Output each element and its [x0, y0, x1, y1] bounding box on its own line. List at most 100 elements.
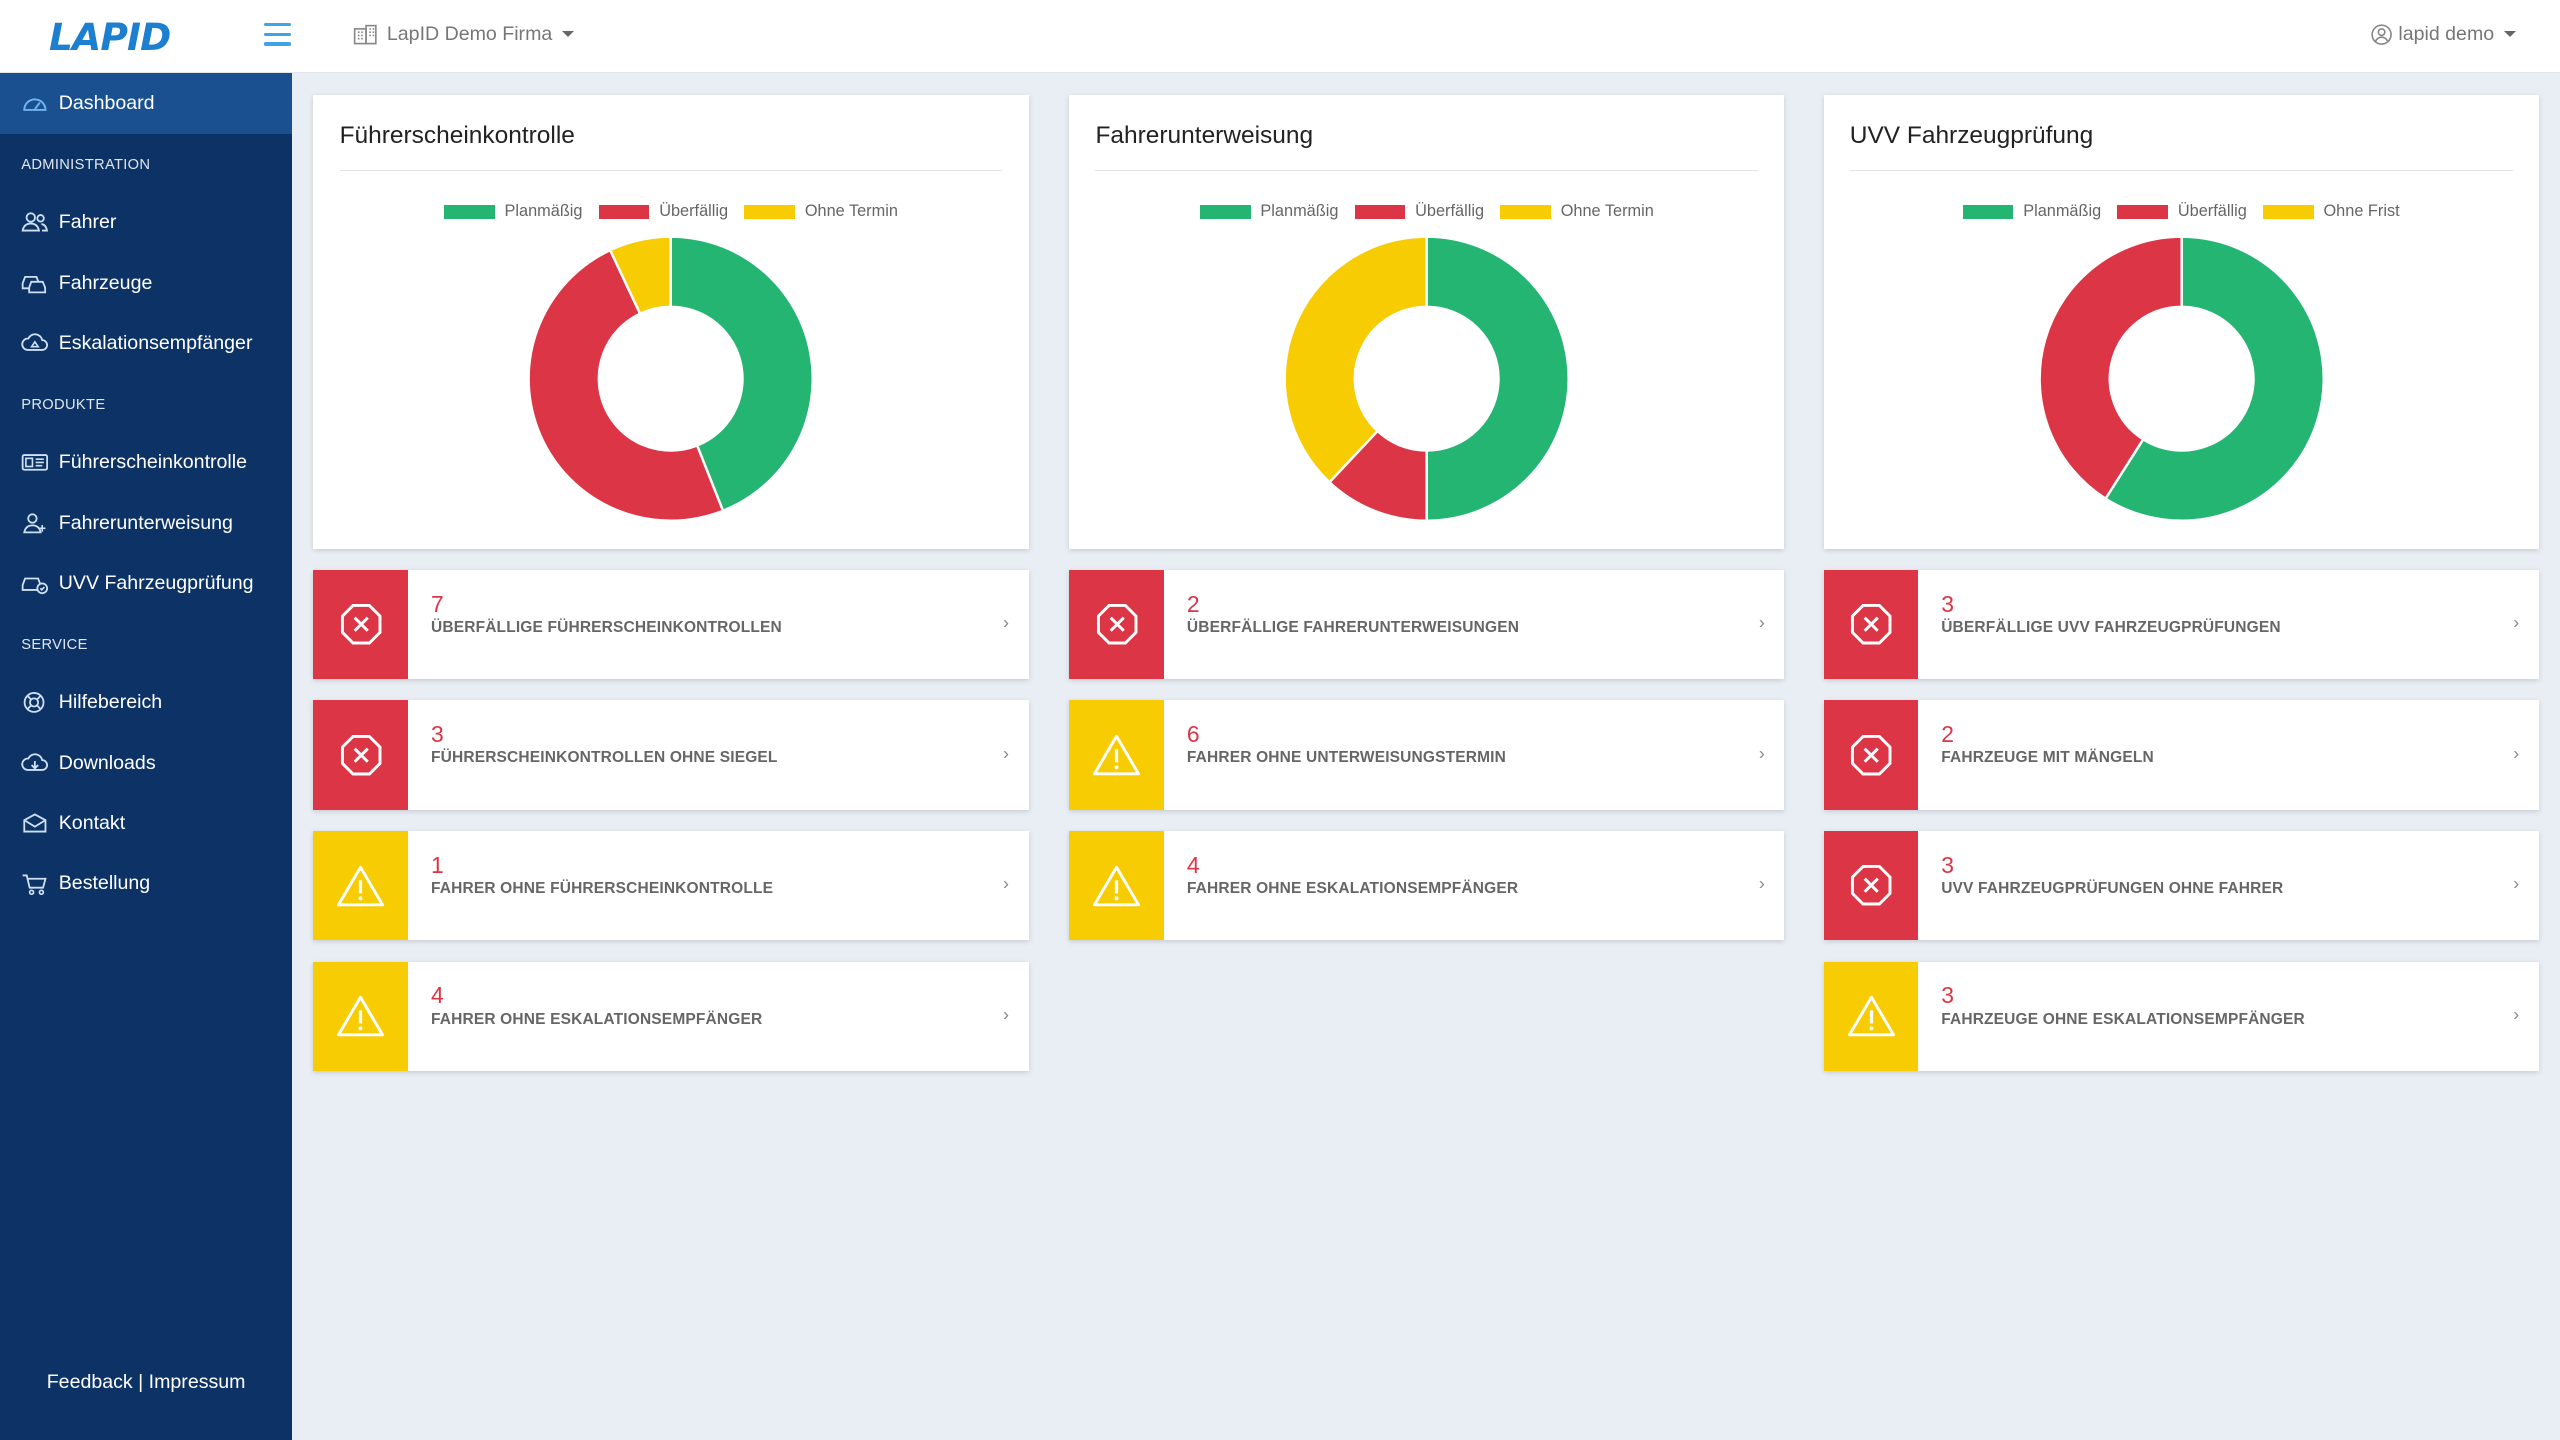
chart-title: Fahrerunterweisung	[1095, 122, 1314, 150]
feedback-link[interactable]: Feedback	[46, 1371, 133, 1394]
nav-label: Eskalationsempfänger	[58, 332, 253, 355]
chart-card: Fahrerunterweisung Planmäßig Überfällig Oh…	[1069, 94, 1785, 549]
column-uvv: UVV Fahrzeugprüfung Planmäßig Überfällig O…	[1823, 94, 2539, 1071]
warning-triangle-icon	[1093, 734, 1141, 776]
donut-slice-ohne-termin[interactable]	[1283, 235, 1429, 485]
stat-label: ÜBERFÄLLIGE FAHRERUNTERWEISUNGEN	[1186, 618, 1520, 636]
nav-dashboard[interactable]: Dashboard	[0, 73, 293, 134]
nav-uvv[interactable]: UVV Fahrzeugprüfung	[0, 553, 292, 613]
user-menu[interactable]: lapid demo	[2370, 22, 2516, 46]
caret-down-icon	[2503, 31, 2516, 37]
nav-bestellung[interactable]: Bestellung	[0, 854, 292, 914]
legend-item[interactable]: Überfällig	[2117, 202, 2247, 221]
lapid-logo[interactable]: LAPID	[48, 14, 171, 59]
stat-body: 7 ÜBERFÄLLIGE FÜHRERSCHEINKONTROLLEN	[408, 570, 782, 679]
building-icon	[353, 24, 377, 45]
stat-card[interactable]: 2 FAHRZEUGE MIT MÄNGELN ›	[1823, 700, 2539, 810]
legend-item[interactable]: Planmäßig	[1962, 202, 2101, 221]
footer-separator: |	[132, 1371, 149, 1394]
nav-label: Fahrzeuge	[58, 271, 153, 294]
nav-fahrer[interactable]: Fahrer	[0, 193, 292, 253]
stat-body: 2 FAHRZEUGE MIT MÄNGELN	[1918, 700, 2154, 809]
stat-label: FAHRER OHNE FÜHRERSCHEINKONTROLLE	[431, 879, 774, 897]
section-produkte: PRODUKTE	[21, 396, 106, 413]
stat-card[interactable]: 4 FAHRER OHNE ESKALATIONSEMPFÄNGER ›	[1069, 830, 1785, 941]
chart-card: Führerscheinkontrolle Planmäßig Überfälli…	[313, 94, 1029, 549]
car-check-icon	[21, 577, 49, 595]
stat-count: 4	[1186, 851, 1200, 878]
donut-slice-überfällig[interactable]	[527, 248, 725, 522]
nav-hilfebereich[interactable]: Hilfebereich	[0, 673, 292, 733]
driver-training-icon	[23, 513, 46, 534]
legend-label: Überfällig	[659, 202, 729, 221]
nav-fahrerunterweisung[interactable]: Fahrerunterweisung	[0, 493, 292, 553]
menu-toggle-icon[interactable]	[264, 22, 291, 46]
chart-legend: Planmäßig Überfällig Ohne Termin	[313, 202, 1028, 221]
dashboard-icon	[23, 98, 47, 112]
donut-slice-planmäßig[interactable]	[2103, 235, 2325, 523]
section-administration: ADMINISTRATION	[21, 156, 151, 173]
warning-triangle-icon	[1847, 996, 1895, 1037]
users-icon	[21, 212, 49, 232]
donut-chart	[2038, 235, 2325, 523]
stat-count: 6	[1186, 721, 1200, 748]
error-octagon-icon	[340, 734, 382, 776]
legend-item[interactable]: Überfällig	[1354, 202, 1484, 221]
stat-card[interactable]: 3 UVV FAHRZEUGPRÜFUNGEN OHNE FAHRER ›	[1823, 830, 2539, 941]
donut-slice-überfällig[interactable]	[2038, 235, 2183, 501]
user-name: lapid demo	[2398, 22, 2495, 45]
stat-label: UVV FAHRZEUGPRÜFUNGEN OHNE FAHRER	[1941, 879, 2284, 897]
legend-item[interactable]: Ohne Termin	[744, 202, 898, 221]
stat-count: 1	[431, 851, 444, 878]
stat-card[interactable]: 1 FAHRER OHNE FÜHRERSCHEINKONTROLLE ›	[313, 830, 1029, 941]
legend-item[interactable]: Planmäßig	[444, 202, 583, 221]
stat-count: 7	[431, 590, 444, 617]
stat-label: ÜBERFÄLLIGE UVV FAHRZEUGPRÜFUNGEN	[1941, 618, 2281, 636]
donut-slice-planmäßig[interactable]	[669, 235, 815, 513]
warning-triangle-icon	[337, 996, 385, 1037]
stat-body: 3 ÜBERFÄLLIGE UVV FAHRZEUGPRÜFUNGEN	[1918, 570, 2280, 679]
legend-item[interactable]: Ohne Frist	[2263, 202, 2400, 221]
stat-body: 4 FAHRER OHNE ESKALATIONSEMPFÄNGER	[1164, 831, 1518, 940]
nav-kontakt[interactable]: Kontakt	[0, 793, 292, 853]
stat-label: FÜHRERSCHEINKONTROLLEN OHNE SIEGEL	[431, 749, 778, 767]
divider	[1095, 169, 1759, 171]
nav-fahrzeuge[interactable]: Fahrzeuge	[0, 253, 292, 313]
stat-card[interactable]: 7 ÜBERFÄLLIGE FÜHRERSCHEINKONTROLLEN ›	[313, 569, 1029, 680]
section-service: SERVICE	[21, 636, 88, 653]
nav-label: Kontakt	[58, 812, 126, 835]
stat-label: ÜBERFÄLLIGE FÜHRERSCHEINKONTROLLEN	[431, 618, 782, 636]
id-card-icon	[21, 454, 49, 472]
donut-slice-ohne-termin[interactable]	[608, 235, 673, 316]
impressum-link[interactable]: Impressum	[148, 1371, 246, 1394]
legend-item[interactable]: Ohne Termin	[1500, 202, 1654, 221]
nav-fuehrerscheinkontrolle[interactable]: Führerscheinkontrolle	[0, 433, 292, 493]
stat-card[interactable]: 2 ÜBERFÄLLIGE FAHRERUNTERWEISUNGEN ›	[1069, 569, 1785, 680]
column-fuehrerscheinkontrolle: Führerscheinkontrolle Planmäßig Überfälli…	[313, 94, 1029, 1071]
escalation-icon	[21, 333, 49, 352]
legend-item[interactable]: Überfällig	[598, 202, 729, 221]
legend-swatch	[1200, 204, 1251, 220]
legend-item[interactable]: Planmäßig	[1200, 202, 1338, 221]
stat-card[interactable]: 3 ÜBERFÄLLIGE UVV FAHRZEUGPRÜFUNGEN ›	[1823, 569, 2539, 680]
stat-card[interactable]: 3 FÜHRERSCHEINKONTROLLEN OHNE SIEGEL ›	[313, 700, 1029, 810]
legend-swatch	[2117, 204, 2169, 220]
company-name: LapID Demo Firma	[386, 22, 553, 45]
nav-eskalation[interactable]: Eskalationsempfänger	[0, 313, 292, 373]
nav-label: UVV Fahrzeugprüfung	[58, 572, 254, 595]
nav-label: Führerscheinkontrolle	[58, 451, 248, 474]
warning-triangle-icon	[337, 865, 385, 906]
donut-slice-planmäßig[interactable]	[1425, 235, 1571, 523]
nav-label: Hilfebereich	[58, 691, 163, 714]
nav-downloads[interactable]: Downloads	[0, 733, 292, 793]
stat-card[interactable]: 3 FAHRZEUGE OHNE ESKALATIONSEMPFÄNGER ›	[1823, 961, 2539, 1071]
stat-card[interactable]: 4 FAHRER OHNE ESKALATIONSEMPFÄNGER ›	[313, 961, 1029, 1071]
cart-icon	[22, 874, 47, 895]
error-octagon-icon	[1096, 604, 1137, 645]
caret-down-icon	[562, 31, 575, 37]
company-selector[interactable]: LapID Demo Firma	[353, 22, 575, 46]
error-octagon-icon	[1850, 604, 1892, 645]
sidebar-footer: Feedback | Impressum	[0, 1371, 292, 1394]
stat-card[interactable]: 6 FAHRER OHNE UNTERWEISUNGSTERMIN ›	[1069, 700, 1785, 810]
error-octagon-icon	[1850, 734, 1892, 776]
